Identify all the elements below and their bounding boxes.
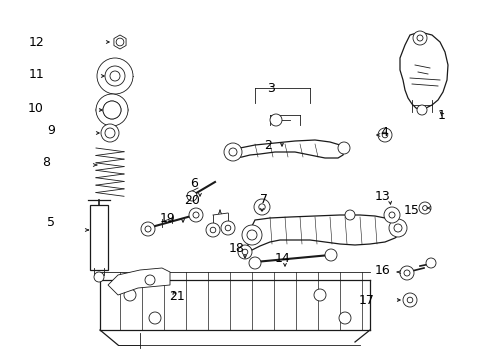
Circle shape — [97, 58, 133, 94]
Circle shape — [116, 38, 123, 46]
Text: 16: 16 — [373, 264, 389, 276]
Circle shape — [388, 212, 394, 218]
Circle shape — [253, 199, 269, 215]
Polygon shape — [399, 32, 447, 110]
Circle shape — [205, 223, 220, 237]
Circle shape — [403, 270, 409, 276]
Text: 5: 5 — [47, 216, 55, 229]
Circle shape — [124, 289, 136, 301]
Text: 18: 18 — [229, 242, 244, 255]
Circle shape — [416, 35, 422, 41]
Circle shape — [141, 222, 155, 236]
Polygon shape — [227, 140, 345, 158]
Text: 14: 14 — [274, 252, 289, 265]
Circle shape — [345, 210, 354, 220]
Bar — [90, 205, 108, 270]
Circle shape — [382, 132, 387, 138]
Text: 15: 15 — [403, 203, 419, 216]
Circle shape — [313, 289, 325, 301]
Circle shape — [96, 94, 128, 126]
Circle shape — [416, 105, 426, 115]
Circle shape — [186, 191, 197, 201]
Text: 2: 2 — [264, 139, 271, 152]
Text: 7: 7 — [260, 193, 267, 206]
Circle shape — [228, 148, 237, 156]
Text: 19: 19 — [159, 212, 175, 225]
Circle shape — [425, 258, 435, 268]
Circle shape — [145, 226, 151, 232]
Circle shape — [325, 249, 336, 261]
Circle shape — [418, 202, 430, 214]
Text: 11: 11 — [28, 68, 44, 81]
Circle shape — [242, 225, 262, 245]
Circle shape — [94, 272, 104, 282]
Text: 17: 17 — [358, 293, 374, 306]
Circle shape — [399, 266, 413, 280]
Circle shape — [388, 219, 406, 237]
Circle shape — [393, 224, 401, 232]
Circle shape — [407, 297, 412, 303]
Circle shape — [248, 257, 261, 269]
Circle shape — [110, 71, 120, 81]
Polygon shape — [247, 215, 401, 250]
Text: 4: 4 — [379, 126, 387, 139]
Circle shape — [210, 227, 215, 233]
Circle shape — [338, 312, 350, 324]
Circle shape — [377, 128, 391, 142]
Polygon shape — [114, 35, 126, 49]
Circle shape — [193, 212, 199, 218]
Circle shape — [101, 124, 119, 142]
Text: 3: 3 — [266, 81, 274, 95]
Circle shape — [402, 293, 416, 307]
Text: 21: 21 — [169, 289, 184, 302]
Circle shape — [412, 31, 426, 45]
Circle shape — [242, 249, 247, 255]
Circle shape — [422, 206, 427, 210]
Circle shape — [105, 128, 115, 138]
Circle shape — [145, 275, 155, 285]
Circle shape — [189, 208, 203, 222]
Circle shape — [221, 221, 235, 235]
Circle shape — [103, 101, 121, 119]
Ellipse shape — [96, 103, 128, 117]
Text: 20: 20 — [184, 194, 200, 207]
Text: 12: 12 — [28, 36, 44, 49]
Polygon shape — [108, 268, 170, 295]
Circle shape — [337, 142, 349, 154]
Text: 1: 1 — [437, 108, 445, 122]
Text: 10: 10 — [28, 102, 44, 114]
Circle shape — [246, 230, 257, 240]
Circle shape — [103, 101, 121, 119]
Circle shape — [238, 245, 251, 259]
Text: 8: 8 — [42, 156, 50, 168]
Circle shape — [383, 207, 399, 223]
Text: 13: 13 — [373, 189, 389, 202]
Circle shape — [149, 312, 161, 324]
Circle shape — [258, 204, 264, 210]
Circle shape — [105, 66, 125, 86]
Circle shape — [225, 225, 230, 231]
Circle shape — [269, 114, 282, 126]
Text: 9: 9 — [47, 123, 55, 136]
Text: 6: 6 — [190, 176, 198, 189]
Circle shape — [224, 143, 242, 161]
